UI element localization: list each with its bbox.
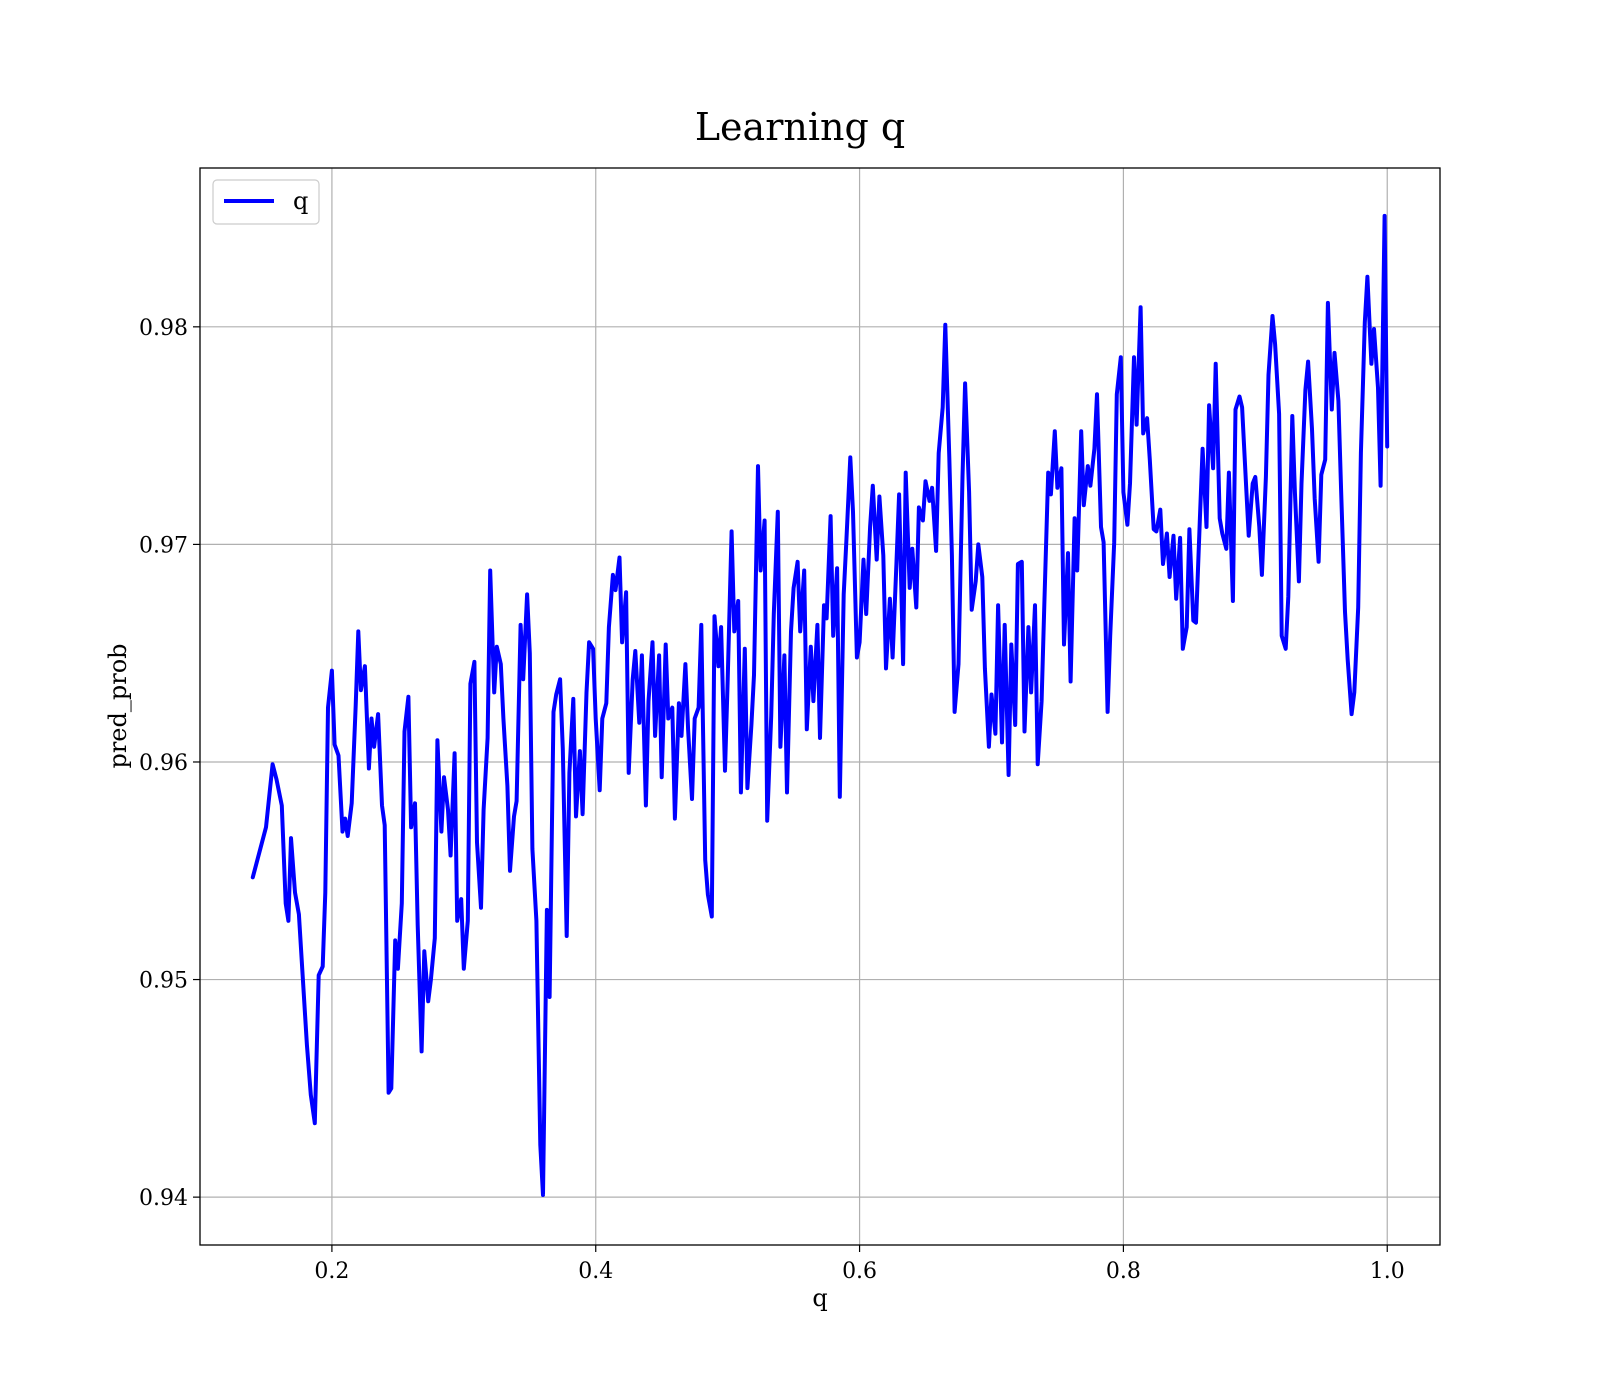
y-tick-label: 0.94 (139, 1186, 188, 1211)
y-axis-label: pred_prob (104, 643, 132, 768)
x-tick-label: 0.2 (314, 1259, 349, 1284)
y-tick-label: 0.97 (139, 533, 188, 558)
legend: q (212, 179, 320, 225)
x-tick-label: 0.4 (578, 1259, 613, 1284)
x-tick-label: 0.8 (1106, 1259, 1141, 1284)
y-tick-label: 0.95 (139, 969, 188, 994)
x-tick-label: 1.0 (1370, 1259, 1405, 1284)
axes-frame (199, 167, 1441, 1246)
series-line-q (250, 213, 1390, 1197)
chart-title: Learning q (695, 105, 905, 149)
x-axis-label: q (812, 1284, 827, 1312)
y-tick-label: 0.96 (139, 751, 188, 776)
x-tick-label: 0.6 (842, 1259, 877, 1284)
series-layer (250, 213, 1390, 1197)
tick-layer: 0.2 0.4 0.6 0.8 1.0 0.94 0.95 0.96 0.97 0.98 (139, 316, 1405, 1284)
y-tick-label: 0.98 (139, 316, 188, 341)
legend-label: q (293, 187, 308, 215)
